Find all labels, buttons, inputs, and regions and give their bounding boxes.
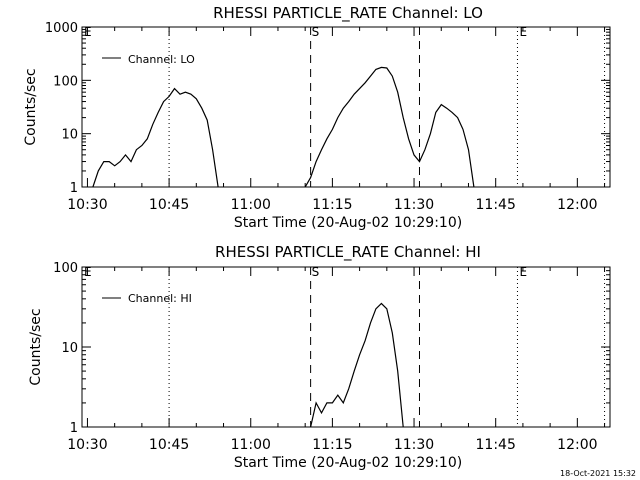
hi-channel-panel: RHESSI PARTICLE_RATE Channel: HI Start T…	[28, 243, 611, 471]
lo-x-tick-label: 11:00	[231, 197, 271, 213]
lo-chart-title: RHESSI PARTICLE_RATE Channel: LO	[213, 4, 483, 23]
lo-legend-label: Channel: LO	[128, 53, 195, 66]
hi-chart-title: RHESSI PARTICLE_RATE Channel: HI	[215, 243, 481, 262]
lo-marker-s: S	[312, 25, 320, 39]
hi-x-tick-label: 12:00	[557, 437, 597, 453]
lo-channel-panel: RHESSI PARTICLE_RATE Channel: LO Start T…	[23, 4, 611, 231]
lo-x-tick-label: 10:30	[67, 197, 107, 213]
lo-y-axis-label: Counts/sec	[23, 68, 39, 145]
hi-x-tick-label: 11:00	[231, 437, 271, 453]
lo-x-tick-label: 12:00	[557, 197, 597, 213]
lo-x-tick-label: 11:30	[394, 197, 434, 213]
hi-x-tick-label: 11:45	[476, 437, 516, 453]
generation-timestamp: 18-Oct-2021 15:32	[560, 469, 636, 478]
lo-marker-e: E	[519, 25, 527, 39]
hi-marker-e: E	[84, 265, 92, 279]
hi-y-tick-label: 1	[70, 421, 78, 436]
hi-y-tick-label: 10	[61, 341, 78, 356]
lo-marker-e: E	[84, 25, 92, 39]
hi-plot-frame	[81, 266, 611, 428]
hi-x-axis-label: Start Time (20-Aug-02 10:29:10)	[234, 455, 462, 471]
lo-y-tick-label: 1000	[45, 21, 78, 36]
lo-x-tick-label: 10:45	[149, 197, 189, 213]
hi-marker-s: S	[312, 265, 320, 279]
lo-series-line	[304, 66, 475, 188]
hi-marker-e: E	[519, 265, 527, 279]
hi-y-axis-label: Counts/sec	[28, 308, 44, 385]
hi-series-line	[310, 302, 404, 428]
hi-x-tick-label: 10:30	[67, 437, 107, 453]
lo-plot-frame	[81, 26, 611, 188]
hi-x-tick-label: 11:30	[394, 437, 434, 453]
lo-x-tick-label: 11:45	[476, 197, 516, 213]
hi-x-tick-label: 10:45	[149, 437, 189, 453]
lo-y-tick-label: 10	[61, 128, 78, 143]
lo-series-line	[92, 87, 219, 188]
lo-x-axis-label: Start Time (20-Aug-02 10:29:10)	[234, 215, 462, 231]
hi-x-tick-label: 11:15	[312, 437, 352, 453]
hi-legend-label: Channel: HI	[128, 292, 192, 305]
lo-x-tick-label: 11:15	[312, 197, 352, 213]
hi-y-tick-label: 100	[53, 261, 78, 276]
lo-y-tick-label: 1	[70, 181, 78, 196]
lo-y-tick-label: 100	[53, 74, 78, 89]
